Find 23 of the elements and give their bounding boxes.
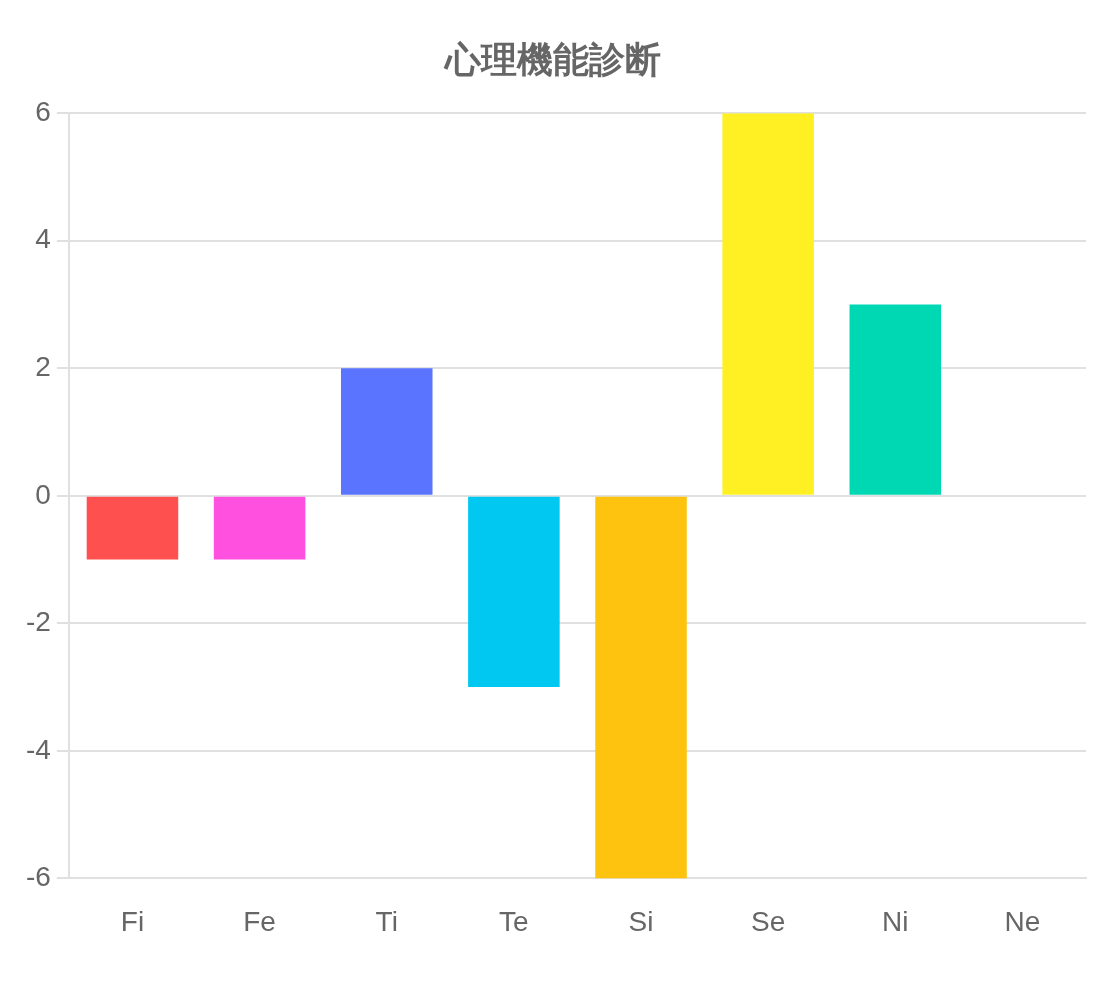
x-tick-label: Se [751, 905, 786, 937]
chart-title: 心理機能診断 [443, 38, 661, 80]
y-tick-label: 6 [35, 95, 51, 127]
x-tick-label: Fi [120, 905, 145, 937]
bar [595, 496, 687, 879]
x-tick-label: Si [628, 905, 654, 937]
bar [468, 496, 560, 688]
y-tick-label: 2 [35, 350, 51, 382]
y-tick-label: 0 [35, 478, 51, 510]
x-tick-label: Ti [375, 905, 398, 937]
y-tick-label: -4 [25, 733, 51, 765]
bar [86, 496, 179, 560]
x-tick-label: Ni [882, 905, 909, 937]
x-tick-label: Ne [1004, 905, 1041, 937]
bar [213, 496, 306, 560]
x-tick-label: Te [499, 905, 529, 937]
y-tick-label: -2 [25, 606, 51, 638]
x-tick-label: Fe [243, 905, 276, 937]
y-tick-label: 4 [35, 223, 51, 255]
bar [849, 304, 942, 495]
bar [340, 368, 433, 495]
bar [722, 113, 814, 495]
y-tick-label: -6 [25, 861, 51, 893]
